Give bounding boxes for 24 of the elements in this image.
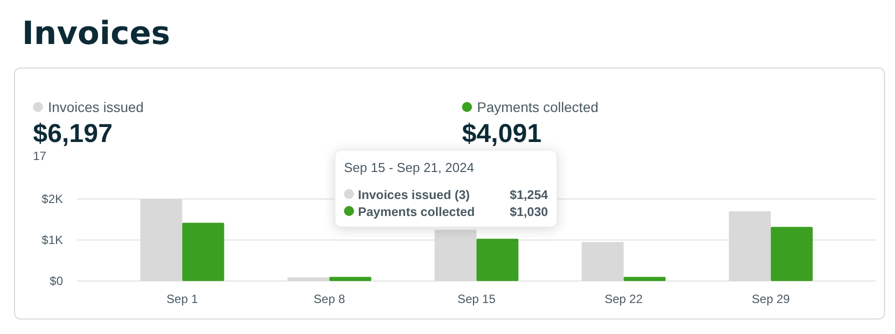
bar (329, 276, 372, 281)
x-tick-label: Sep 1 (166, 292, 198, 306)
bar (182, 222, 224, 281)
chart-title: Invoices (22, 14, 170, 52)
x-tick-label: Sep 15 (457, 292, 496, 306)
annotation: $1,030 (510, 205, 548, 219)
annotation: Payments collected (358, 205, 475, 219)
x-tick-label: Sep 29 (752, 292, 790, 306)
legend-label: Invoices issued (48, 99, 144, 115)
annotation: Invoices issued (3) (358, 188, 470, 202)
annotation: $1,254 (510, 188, 548, 202)
legend-label: Payments collected (477, 99, 598, 115)
x-tick-label: Sep 22 (604, 292, 643, 306)
y-tick-label: $0 (50, 274, 64, 288)
text: Sep 15 - Sep 21, 2024 (344, 160, 474, 175)
bar (476, 238, 518, 281)
text: 17 (33, 149, 47, 163)
text: $4,091 (462, 118, 542, 148)
bar (770, 226, 813, 281)
x-tick-label: Sep 8 (314, 292, 346, 306)
y-tick-label: $2K (42, 192, 63, 206)
y-tick-label: $1K (42, 233, 63, 247)
text: $6,197 (33, 118, 113, 148)
bar (624, 276, 666, 281)
